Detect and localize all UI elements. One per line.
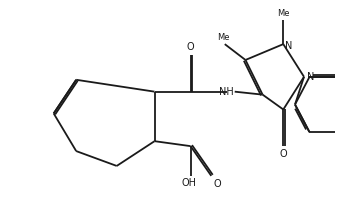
Text: NH: NH (219, 87, 234, 97)
Text: N: N (285, 41, 292, 51)
Text: Me: Me (277, 9, 289, 18)
Text: O: O (214, 179, 221, 189)
Text: OH: OH (181, 178, 197, 188)
Text: O: O (280, 149, 287, 159)
Text: Me: Me (217, 33, 229, 41)
Text: O: O (187, 42, 194, 52)
Text: N: N (306, 72, 314, 82)
